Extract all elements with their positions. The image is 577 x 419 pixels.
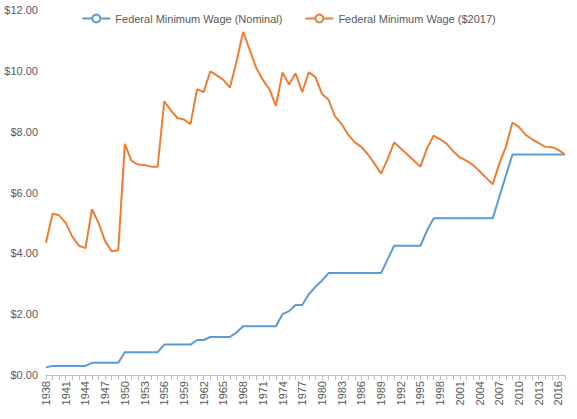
svg-text:$0.00: $0.00	[10, 369, 38, 381]
svg-text:Federal Minimum Wage (Nominal): Federal Minimum Wage (Nominal)	[115, 13, 282, 25]
svg-text:$4.00: $4.00	[10, 247, 38, 259]
svg-text:1965: 1965	[217, 381, 229, 405]
svg-text:1992: 1992	[395, 381, 407, 405]
svg-text:2004: 2004	[474, 381, 486, 405]
svg-text:$6.00: $6.00	[10, 187, 38, 199]
svg-text:1995: 1995	[414, 381, 426, 405]
svg-text:2013: 2013	[533, 381, 545, 405]
svg-text:1959: 1959	[178, 381, 190, 405]
svg-text:1977: 1977	[296, 381, 308, 405]
svg-text:1941: 1941	[60, 381, 72, 405]
svg-text:$8.00: $8.00	[10, 126, 38, 138]
svg-text:2010: 2010	[513, 381, 525, 405]
svg-text:1974: 1974	[277, 381, 289, 405]
svg-text:$2.00: $2.00	[10, 308, 38, 320]
svg-text:1956: 1956	[158, 381, 170, 405]
svg-text:$12.00: $12.00	[4, 4, 38, 16]
svg-text:1950: 1950	[119, 381, 131, 405]
svg-text:2016: 2016	[552, 381, 564, 405]
svg-text:2007: 2007	[493, 381, 505, 405]
svg-text:1944: 1944	[79, 381, 91, 405]
svg-text:1938: 1938	[40, 381, 52, 405]
svg-text:1986: 1986	[355, 381, 367, 405]
svg-text:1998: 1998	[434, 381, 446, 405]
svg-text:$10.00: $10.00	[4, 65, 38, 77]
svg-text:1968: 1968	[237, 381, 249, 405]
svg-text:1962: 1962	[198, 381, 210, 405]
svg-text:Federal Minimum Wage ($2017): Federal Minimum Wage ($2017)	[338, 13, 495, 25]
svg-text:2001: 2001	[454, 381, 466, 405]
svg-text:1947: 1947	[99, 381, 111, 405]
svg-text:1953: 1953	[139, 381, 151, 405]
svg-text:1971: 1971	[257, 381, 269, 405]
svg-text:1989: 1989	[375, 381, 387, 405]
svg-text:1980: 1980	[316, 381, 328, 405]
svg-text:1983: 1983	[336, 381, 348, 405]
